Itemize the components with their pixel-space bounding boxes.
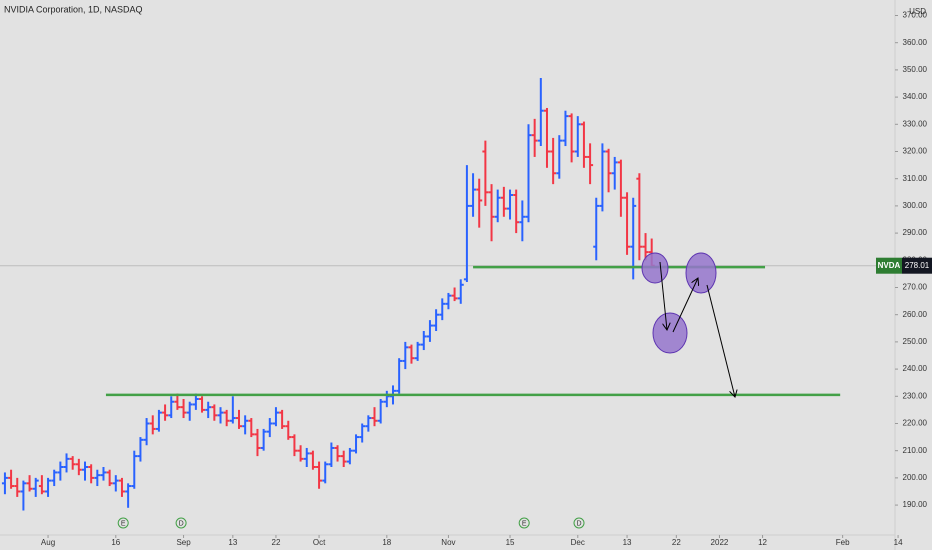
- drawings: [641, 252, 735, 397]
- x-tick-label: Oct: [313, 538, 326, 547]
- x-tick-label: 12: [758, 538, 767, 547]
- y-tick-label: 330.00: [903, 119, 928, 128]
- x-tick-label: 13: [228, 538, 237, 547]
- x-tick-label: Nov: [441, 538, 455, 547]
- y-tick-label: 260.00: [903, 310, 928, 319]
- y-tick-label: 290.00: [903, 228, 928, 237]
- x-tick-label: 2022: [711, 538, 729, 547]
- event-marker: [518, 517, 530, 529]
- y-tick-label: 320.00: [903, 147, 928, 156]
- y-tick-label: 310.00: [903, 174, 928, 183]
- price-label: 278.01: [905, 261, 930, 270]
- x-tick-label: Sep: [176, 538, 191, 547]
- ellipse: [652, 312, 688, 354]
- y-tick-label: 230.00: [903, 391, 928, 400]
- ellipse: [685, 252, 717, 294]
- price-box: [902, 257, 932, 274]
- x-tick-label: Feb: [836, 538, 850, 547]
- arrow: [706, 284, 735, 397]
- x-tick-label: 22: [672, 538, 681, 547]
- x-tick-label: 14: [894, 538, 903, 547]
- x-tick-label: 22: [272, 538, 281, 547]
- y-tick-label: 190.00: [903, 500, 928, 509]
- symbol-label: NVDA: [878, 261, 901, 270]
- y-tick-label: 200.00: [903, 473, 928, 482]
- symbol-box: [876, 257, 902, 274]
- ellipse: [641, 252, 669, 284]
- x-tick-label: 16: [111, 538, 120, 547]
- x-tick-label: Dec: [571, 538, 585, 547]
- y-tick-label: 240.00: [903, 364, 928, 373]
- x-tick-label: 13: [623, 538, 632, 547]
- event-label: E: [121, 520, 126, 527]
- y-tick-label: 350.00: [903, 65, 928, 74]
- x-tick-label: 15: [506, 538, 515, 547]
- y-tick-label: 370.00: [903, 11, 928, 20]
- arrow: [672, 278, 698, 333]
- chart-title: NVIDIA Corporation, 1D, NASDAQ: [4, 4, 143, 14]
- event-marker: [573, 517, 585, 529]
- y-tick-label: 270.00: [903, 283, 928, 292]
- currency: USD: [909, 7, 926, 16]
- event-marker: [175, 517, 187, 529]
- y-tick-label: 300.00: [903, 201, 928, 210]
- x-tick-label: 18: [382, 538, 391, 547]
- x-tick-label: Aug: [41, 538, 55, 547]
- y-tick-label: 340.00: [903, 92, 928, 101]
- y-tick-label: 250.00: [903, 337, 928, 346]
- event-marker: [117, 517, 129, 529]
- y-tick-label: 220.00: [903, 419, 928, 428]
- event-label: D: [179, 520, 184, 527]
- event-label: D: [576, 520, 581, 527]
- y-tick-label: 360.00: [903, 38, 928, 47]
- arrow: [659, 261, 667, 330]
- event-label: E: [522, 520, 527, 527]
- y-tick-label: 210.00: [903, 446, 928, 455]
